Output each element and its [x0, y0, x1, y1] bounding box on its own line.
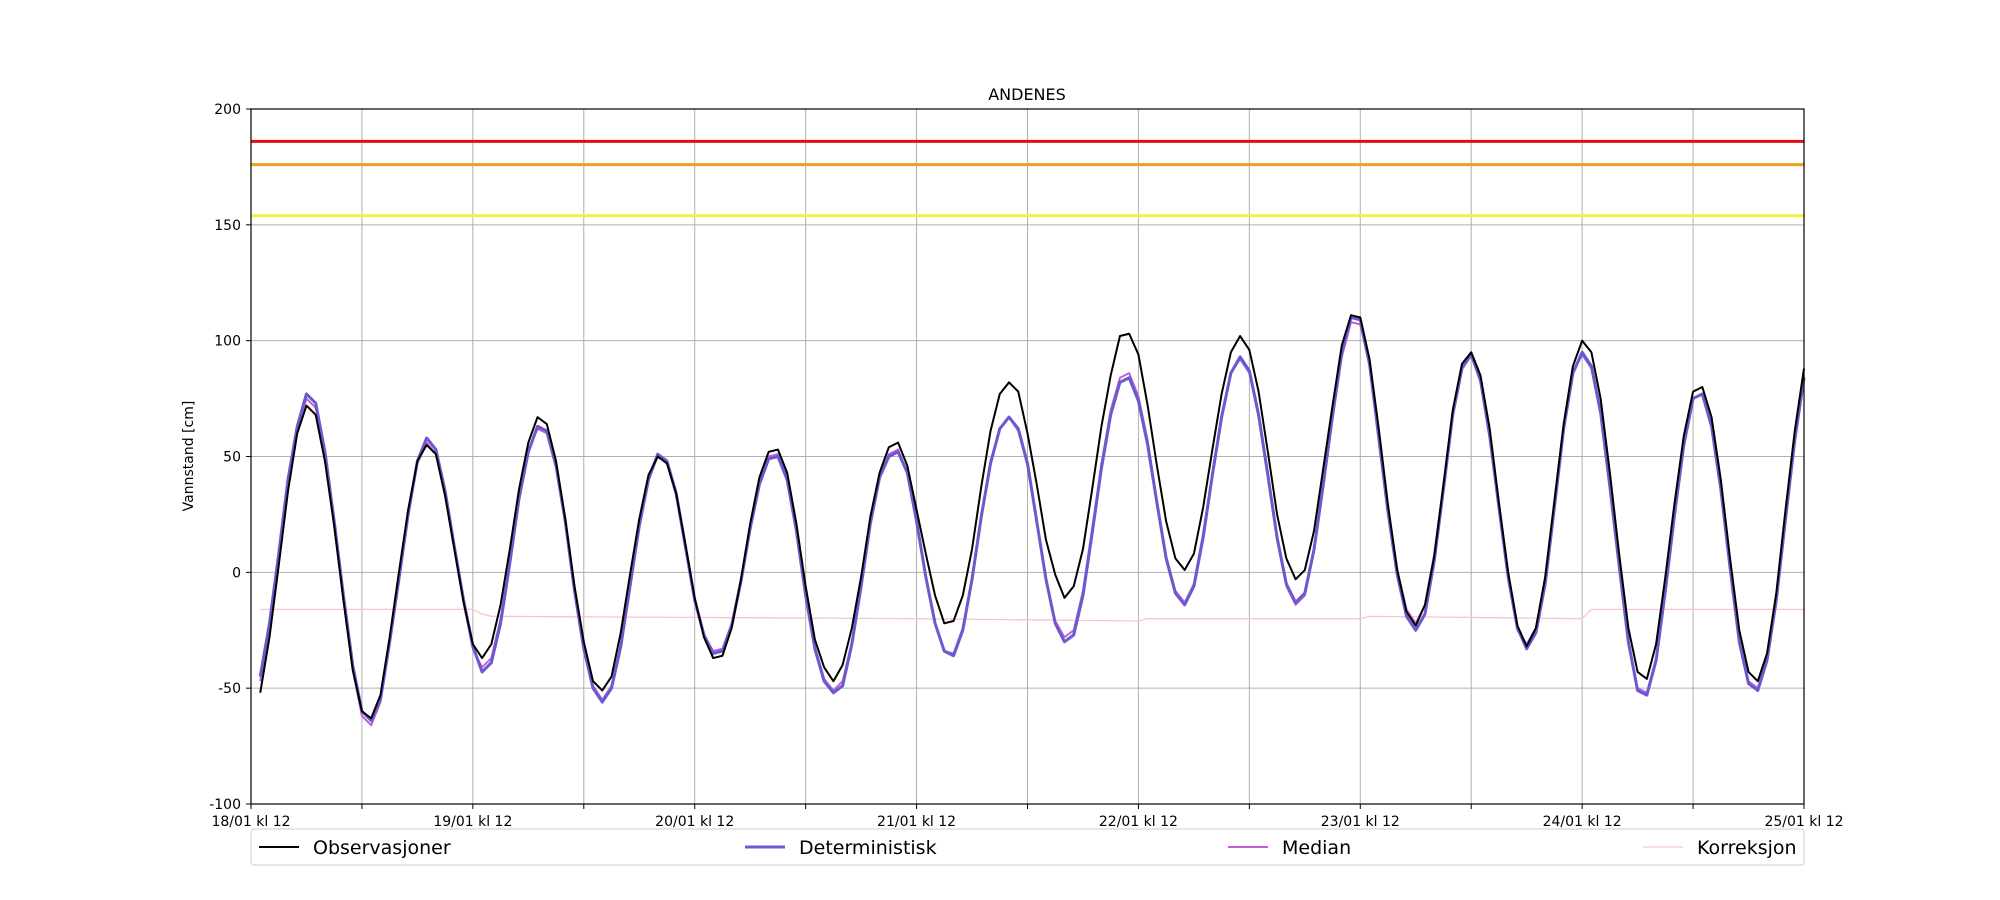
- legend-label: Korreksjon: [1697, 837, 1797, 859]
- legend-frame: [250, 828, 1805, 866]
- series-line-korreksjon: [260, 608, 1804, 622]
- series-line-observasjoner: [259, 314, 1805, 720]
- x-tick-label: 23/01 kl 12: [1321, 814, 1400, 830]
- legend-label: Deterministisk: [799, 837, 937, 859]
- y-tick-label: 200: [214, 102, 241, 118]
- threshold-lines: [251, 139, 1804, 218]
- legend-label: Observasjoner: [313, 837, 451, 859]
- x-axis-ticks: 18/01 kl 12 19/01 kl 12 20/01 kl 12 21/01 k…: [211, 804, 1844, 830]
- y-tick-label: 150: [214, 218, 241, 234]
- series-lines: [258, 314, 1806, 727]
- y-axis-label: Vannstand [cm]: [181, 401, 197, 512]
- legend-label: Median: [1282, 837, 1351, 859]
- legend: Observasjoner Deterministisk Median Korreks…: [250, 828, 1805, 866]
- x-tick-label: 21/01 kl 12: [877, 814, 956, 830]
- x-tick-label: 22/01 kl 12: [1099, 814, 1178, 830]
- x-tick-label: 20/01 kl 12: [655, 814, 734, 830]
- x-tick-label: 18/01 kl 12: [211, 814, 290, 830]
- chart-title: ANDENES: [988, 85, 1066, 104]
- y-tick-label: -50: [218, 681, 241, 697]
- x-tick-label: 24/01 kl 12: [1543, 814, 1622, 830]
- x-tick-label: 19/01 kl 12: [433, 814, 512, 830]
- y-tick-label: 100: [214, 334, 241, 350]
- y-tick-label: 0: [232, 565, 241, 581]
- y-tick-label: -100: [209, 797, 241, 813]
- grid: [251, 109, 1804, 804]
- series-line-deterministisk: [258, 316, 1806, 723]
- x-tick-label: 25/01 kl 12: [1764, 814, 1843, 830]
- y-axis-ticks: -100 -50 0 50 100 150 200: [209, 102, 251, 813]
- y-tick-label: 50: [223, 450, 241, 466]
